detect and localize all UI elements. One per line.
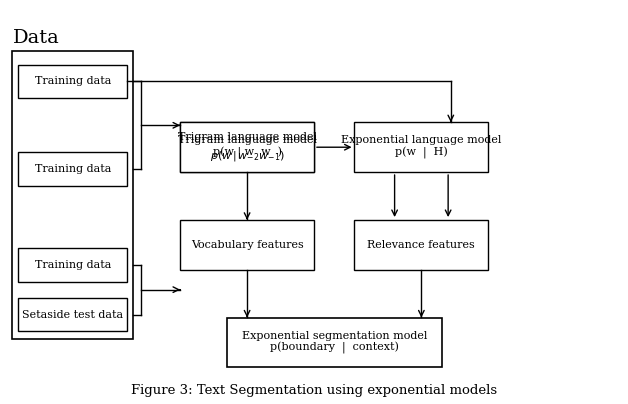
Text: Training data: Training data: [35, 76, 111, 86]
Text: Data: Data: [13, 29, 60, 47]
Text: $p(w\,|\,w_{-2}w_{-1})$: $p(w\,|\,w_{-2}w_{-1})$: [210, 149, 284, 163]
Text: Setaside test data: Setaside test data: [22, 309, 123, 320]
FancyBboxPatch shape: [354, 122, 489, 172]
Text: Trigram language model
p(w | w  w  ): Trigram language model p(w | w w ): [178, 135, 317, 159]
FancyBboxPatch shape: [18, 152, 127, 186]
Text: Figure 3: Text Segmentation using exponential models: Figure 3: Text Segmentation using expone…: [131, 384, 497, 397]
Text: Relevance features: Relevance features: [367, 240, 475, 250]
Text: Exponential segmentation model
p(boundary  |  context): Exponential segmentation model p(boundar…: [242, 330, 427, 354]
FancyBboxPatch shape: [180, 122, 314, 172]
Text: Vocabulary features: Vocabulary features: [191, 240, 303, 250]
Text: Training data: Training data: [35, 260, 111, 270]
FancyBboxPatch shape: [18, 298, 127, 332]
Text: Training data: Training data: [35, 164, 111, 174]
Text: Exponential language model
p(w  |  H): Exponential language model p(w | H): [341, 135, 502, 159]
Text: Trigram language model: Trigram language model: [178, 132, 317, 142]
FancyBboxPatch shape: [18, 65, 127, 99]
FancyBboxPatch shape: [227, 318, 441, 367]
FancyBboxPatch shape: [180, 220, 314, 270]
FancyBboxPatch shape: [18, 248, 127, 282]
FancyBboxPatch shape: [354, 220, 489, 270]
FancyBboxPatch shape: [180, 122, 314, 172]
